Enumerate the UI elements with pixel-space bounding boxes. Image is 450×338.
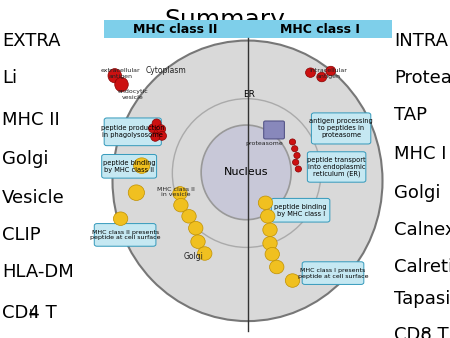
Text: ER: ER bbox=[243, 90, 255, 99]
FancyBboxPatch shape bbox=[311, 113, 371, 144]
Ellipse shape bbox=[292, 146, 298, 152]
Ellipse shape bbox=[112, 41, 382, 321]
FancyBboxPatch shape bbox=[271, 198, 330, 222]
Text: antigen processing
to peptides in
proteasome: antigen processing to peptides in protea… bbox=[309, 118, 373, 139]
Text: peptide binding
by MHC class II: peptide binding by MHC class II bbox=[103, 160, 155, 173]
Ellipse shape bbox=[295, 166, 302, 172]
Ellipse shape bbox=[198, 247, 212, 260]
FancyBboxPatch shape bbox=[302, 262, 364, 285]
Text: MHC class II
in vesicle: MHC class II in vesicle bbox=[157, 187, 194, 197]
Text: proteasome: proteasome bbox=[246, 141, 284, 146]
Ellipse shape bbox=[317, 72, 327, 82]
Text: peptide binding
by MHC class I: peptide binding by MHC class I bbox=[274, 204, 327, 217]
Ellipse shape bbox=[261, 210, 275, 223]
Text: CD8 T: CD8 T bbox=[394, 325, 448, 338]
Text: H: H bbox=[28, 308, 38, 321]
Text: MHC class II presents
peptide at cell surface: MHC class II presents peptide at cell su… bbox=[90, 230, 160, 240]
Ellipse shape bbox=[289, 139, 296, 145]
Ellipse shape bbox=[113, 212, 128, 225]
Text: Proteasome: Proteasome bbox=[394, 69, 450, 87]
Text: Golgi: Golgi bbox=[394, 184, 440, 202]
Ellipse shape bbox=[173, 187, 187, 200]
Text: Summary: Summary bbox=[165, 8, 285, 32]
Text: Calnexin: Calnexin bbox=[394, 221, 450, 239]
Ellipse shape bbox=[158, 131, 166, 140]
Text: C: C bbox=[420, 330, 428, 338]
Ellipse shape bbox=[108, 69, 122, 83]
Text: TAP: TAP bbox=[394, 106, 427, 124]
Text: Golgi: Golgi bbox=[2, 150, 49, 168]
Ellipse shape bbox=[258, 196, 273, 210]
Ellipse shape bbox=[189, 221, 203, 235]
Text: CLIP: CLIP bbox=[2, 226, 41, 244]
Ellipse shape bbox=[326, 66, 336, 76]
Text: INTRA: INTRA bbox=[394, 31, 448, 50]
Ellipse shape bbox=[265, 247, 279, 261]
Ellipse shape bbox=[263, 237, 277, 250]
Text: peptide transport
into endoplasmic
reticulum (ER): peptide transport into endoplasmic retic… bbox=[307, 157, 366, 177]
Text: peptide production
in phagolysosome: peptide production in phagolysosome bbox=[101, 125, 165, 138]
Ellipse shape bbox=[151, 132, 160, 141]
Text: Cytoplasm: Cytoplasm bbox=[145, 67, 186, 75]
FancyBboxPatch shape bbox=[104, 118, 161, 146]
Text: Calreticulin: Calreticulin bbox=[394, 258, 450, 276]
Text: intracellular
antigen: intracellular antigen bbox=[310, 68, 347, 79]
Ellipse shape bbox=[294, 152, 300, 159]
Text: MHC class I presents
peptide at cell surface: MHC class I presents peptide at cell sur… bbox=[298, 268, 368, 279]
Text: MHC class I: MHC class I bbox=[279, 23, 360, 35]
Ellipse shape bbox=[174, 198, 188, 212]
Text: CD4 T: CD4 T bbox=[2, 304, 57, 322]
FancyBboxPatch shape bbox=[94, 224, 156, 246]
Text: Vesicle: Vesicle bbox=[2, 189, 65, 207]
Text: Nucleus: Nucleus bbox=[224, 167, 268, 177]
Ellipse shape bbox=[306, 68, 315, 77]
Text: endocytic
vesicle: endocytic vesicle bbox=[117, 89, 148, 100]
Ellipse shape bbox=[154, 129, 163, 138]
Bar bbox=[104, 20, 392, 38]
Ellipse shape bbox=[191, 235, 205, 248]
FancyBboxPatch shape bbox=[264, 121, 284, 139]
Ellipse shape bbox=[270, 260, 284, 274]
Text: Golgi: Golgi bbox=[184, 252, 203, 261]
Ellipse shape bbox=[115, 77, 128, 92]
Ellipse shape bbox=[128, 185, 144, 200]
Ellipse shape bbox=[292, 159, 299, 165]
Text: MHC II: MHC II bbox=[2, 111, 60, 129]
Ellipse shape bbox=[263, 223, 277, 237]
Ellipse shape bbox=[157, 125, 166, 134]
Ellipse shape bbox=[134, 158, 150, 173]
Text: MHC I: MHC I bbox=[394, 145, 446, 163]
FancyBboxPatch shape bbox=[307, 152, 366, 182]
Ellipse shape bbox=[152, 119, 161, 128]
Ellipse shape bbox=[285, 274, 300, 287]
Ellipse shape bbox=[148, 124, 157, 133]
Text: HLA-DM: HLA-DM bbox=[2, 263, 74, 281]
Text: extracellular
antigen: extracellular antigen bbox=[100, 68, 140, 79]
Ellipse shape bbox=[201, 125, 291, 220]
FancyBboxPatch shape bbox=[102, 154, 157, 178]
Text: MHC class II: MHC class II bbox=[133, 23, 218, 35]
Text: Li: Li bbox=[2, 69, 18, 87]
Text: Tapasin: Tapasin bbox=[394, 290, 450, 308]
Text: EXTRA: EXTRA bbox=[2, 31, 61, 50]
Ellipse shape bbox=[182, 210, 196, 223]
